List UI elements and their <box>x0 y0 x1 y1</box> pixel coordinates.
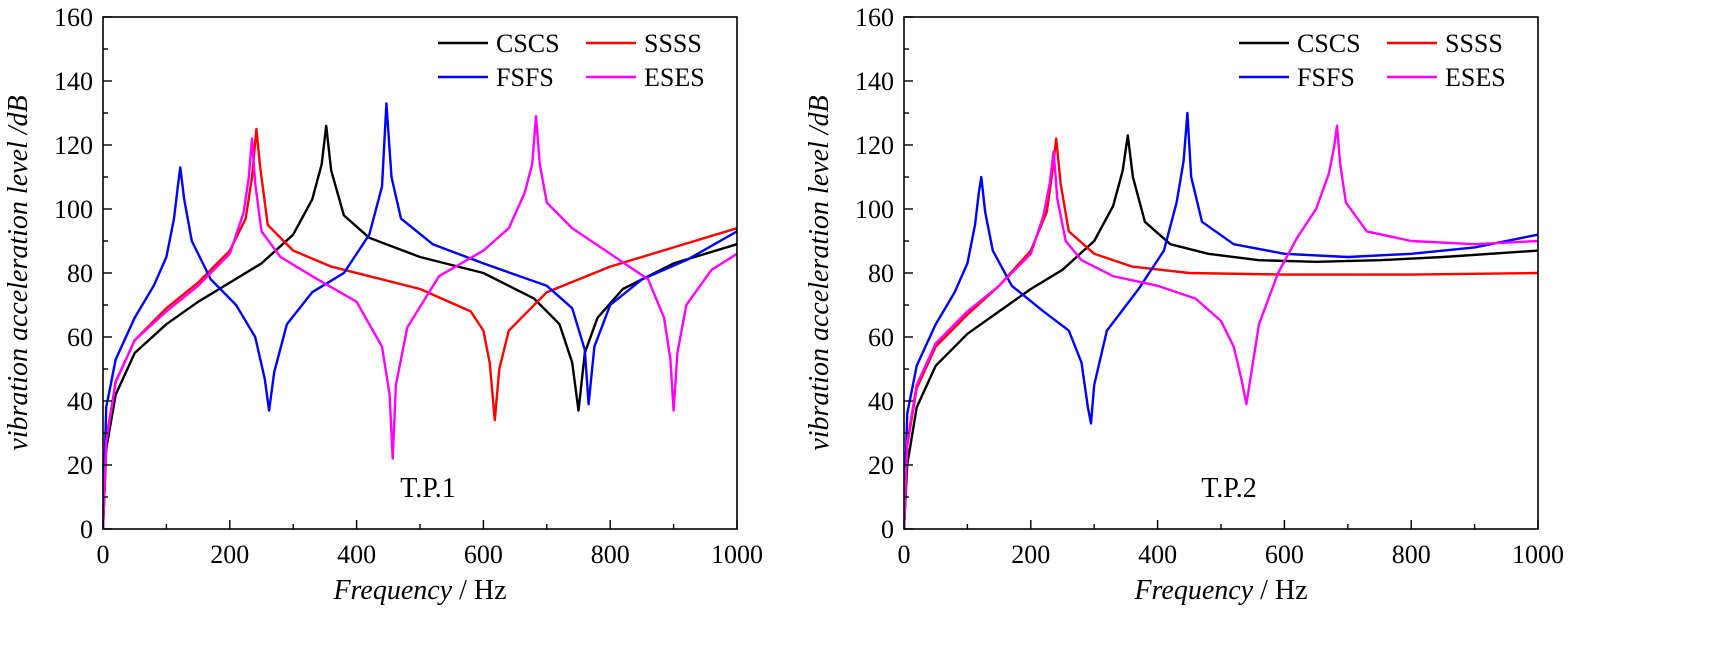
legend-label: CSCS <box>1297 29 1361 58</box>
legend: CSCS SSSS FSFS ESES <box>1239 29 1506 92</box>
chart-panel-1: 0 200 400 600 800 1000 0 20 40 60 80 100 120 140 160 Fr… <box>3 3 763 606</box>
y-tick-label: 80 <box>67 259 93 288</box>
x-tick-label: 800 <box>591 540 630 569</box>
y-axis-title: vibration acceleration level /dB <box>3 95 34 450</box>
y-tick-label: 100 <box>855 195 894 224</box>
y-tick-label: 20 <box>67 451 93 480</box>
series-line-ssss <box>103 127 737 529</box>
y-tick-label: 160 <box>54 3 93 32</box>
series-line-fsfs <box>103 102 737 529</box>
x-tick-label: 0 <box>97 540 110 569</box>
x-tick-label: 600 <box>1265 540 1304 569</box>
y-tick-label: 0 <box>881 515 894 544</box>
y-tick-label: 0 <box>80 515 93 544</box>
series-line-eses <box>103 115 737 529</box>
legend-item-fsfs: FSFS <box>438 63 554 92</box>
legend-item-fsfs: FSFS <box>1239 63 1355 92</box>
y-tick-label: 140 <box>54 67 93 96</box>
series-line-eses <box>904 124 1538 529</box>
y-tick-label: 120 <box>54 131 93 160</box>
legend-label: FSFS <box>1297 63 1355 92</box>
series-line-cscs <box>103 124 737 529</box>
x-tick-label: 400 <box>1138 540 1177 569</box>
chart-panel-2: 0 200 400 600 800 1000 0 20 40 60 80 100 120 140 160 Fr… <box>804 3 1564 606</box>
plot-frame <box>102 16 738 530</box>
series-line-cscs <box>904 134 1538 529</box>
legend-item-eses: ESES <box>1387 63 1506 92</box>
x-tick-label: 0 <box>898 540 911 569</box>
legend-label: SSSS <box>644 29 702 58</box>
legend-item-cscs: CSCS <box>1239 29 1361 58</box>
x-axis-title: Frequency / Hz <box>1133 575 1307 606</box>
y-tick-label: 40 <box>67 387 93 416</box>
legend-label: SSSS <box>1445 29 1503 58</box>
legend-item-eses: ESES <box>586 63 705 92</box>
legend-label: ESES <box>644 63 705 92</box>
legend-label: ESES <box>1445 63 1506 92</box>
y-tick-label: 160 <box>855 3 894 32</box>
x-tick-label: 200 <box>1011 540 1050 569</box>
x-tick-label: 1000 <box>1512 540 1564 569</box>
series-line-ssss <box>904 137 1538 529</box>
y-tick-label: 60 <box>67 323 93 352</box>
legend: CSCS SSSS FSFS ESES <box>438 29 705 92</box>
y-tick-label: 140 <box>855 67 894 96</box>
legend-label: CSCS <box>496 29 560 58</box>
x-axis-title: Frequency / Hz <box>332 575 506 606</box>
x-tick-label: 400 <box>337 540 376 569</box>
x-tick-label: 200 <box>210 540 249 569</box>
legend-item-cscs: CSCS <box>438 29 560 58</box>
legend-label: FSFS <box>496 63 554 92</box>
panel-annotation: T.P.1 <box>400 473 456 504</box>
x-tick-label: 800 <box>1392 540 1431 569</box>
x-tick-label: 1000 <box>711 540 763 569</box>
y-tick-label: 100 <box>54 195 93 224</box>
series-line-fsfs <box>904 111 1538 529</box>
y-tick-label: 80 <box>868 259 894 288</box>
y-tick-label: 60 <box>868 323 894 352</box>
y-tick-label: 40 <box>868 387 894 416</box>
x-tick-label: 600 <box>464 540 503 569</box>
y-tick-label: 120 <box>855 131 894 160</box>
panel-annotation: T.P.2 <box>1201 473 1257 504</box>
legend-item-ssss: SSSS <box>1387 29 1503 58</box>
y-axis-title: vibration acceleration level /dB <box>804 95 835 450</box>
y-tick-label: 20 <box>868 451 894 480</box>
legend-item-ssss: SSSS <box>586 29 702 58</box>
